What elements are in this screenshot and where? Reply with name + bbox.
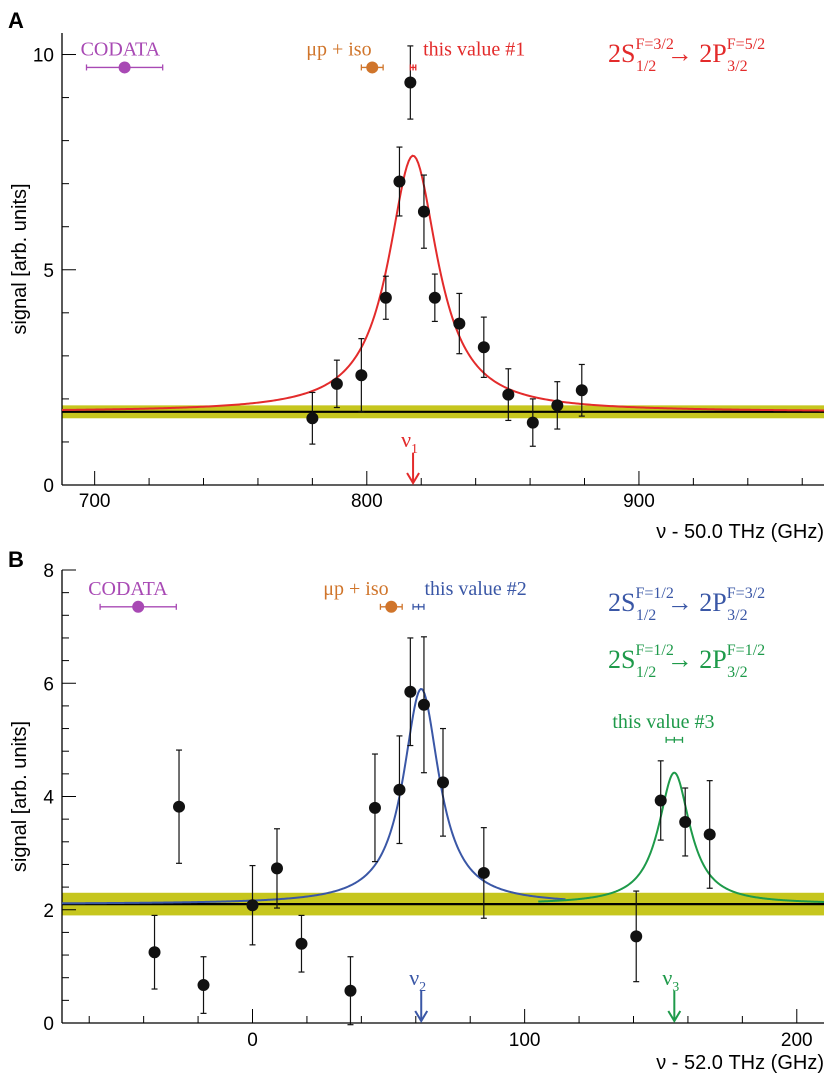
reference-label: this value #3 [612, 711, 714, 733]
panel-a: 700 800 900 0 5 10 ν - 50.0 THz (GHz) signal [a… [8, 8, 825, 543]
y-tick-label: 10 [33, 46, 54, 67]
data-point [368, 801, 381, 814]
data-point [344, 984, 357, 997]
data-point [453, 317, 466, 330]
y-tick-label: 2 [43, 901, 54, 922]
data-point [417, 205, 430, 218]
y-axis-title: signal [arb. units] [9, 721, 31, 872]
reference-point [385, 600, 398, 613]
resonance-arrow-head [667, 1010, 682, 1023]
data-point [246, 899, 259, 912]
data-point [477, 341, 490, 354]
data-point [703, 828, 716, 841]
data-point [679, 815, 692, 828]
data-point [197, 979, 210, 992]
transition-label: 2SF=1/2 1/2 → 2PF=1/2 3/2 [608, 642, 765, 681]
x-tick-label: 700 [79, 491, 111, 512]
data-point [404, 685, 417, 698]
data-point [295, 937, 308, 950]
data-point [575, 384, 588, 397]
data-point [502, 388, 515, 401]
resonance-arrow-head [414, 1010, 429, 1023]
x-tick-label: 900 [623, 491, 655, 512]
panel-letter: A [8, 8, 24, 33]
reference-label: CODATA [81, 38, 161, 60]
reference-label: this value #1 [423, 38, 525, 60]
data-point [393, 783, 406, 796]
transition-label: 2SF=3/2 1/2 → 2PF=5/2 3/2 [608, 36, 765, 75]
resonance-label: ν1 [401, 427, 418, 457]
y-tick-label: 0 [43, 1014, 54, 1035]
x-axis-title: ν - 52.0 THz (GHz) [656, 1052, 824, 1074]
data-point [306, 412, 319, 425]
data-point [379, 291, 392, 304]
data-point [417, 698, 430, 711]
x-tick-label: 800 [351, 491, 383, 512]
panel-b: 0 100 200 0 2 4 6 8 ν - 52.0 THz (GHz) signal [ar… [8, 547, 825, 1074]
y-tick-label: 4 [43, 788, 54, 809]
fit-curve [61, 154, 825, 412]
reference-point [118, 61, 131, 74]
y-tick-label: 8 [43, 561, 54, 582]
data-point [404, 76, 417, 89]
transition-label: 2SF=1/2 1/2 → 2PF=3/2 3/2 [608, 585, 765, 624]
resonance-arrow-head [406, 472, 420, 485]
panel-letter: B [8, 547, 24, 572]
y-axis-title: signal [arb. units] [9, 183, 31, 334]
data-point [437, 776, 449, 789]
reference-label: CODATA [88, 578, 168, 600]
data-point [148, 946, 161, 959]
reference-point [366, 61, 379, 74]
y-tick-label: 0 [43, 476, 54, 497]
data-point [330, 377, 343, 390]
resonance-label: ν2 [409, 965, 426, 995]
data-point [355, 369, 368, 382]
data-point [477, 866, 490, 879]
reference-label: μp + iso [306, 38, 371, 60]
y-tick-label: 6 [43, 674, 54, 695]
fit-curve [61, 687, 566, 905]
data-point [428, 291, 441, 304]
data-point [393, 175, 406, 188]
data-point [654, 794, 667, 807]
fit-curve [538, 771, 825, 903]
reference-label: μp + iso [323, 578, 388, 600]
transition-text: 2SF=3/2 1/2 → 2PF=5/2 3/2 [608, 36, 765, 75]
transition-text: 2SF=1/2 1/2 → 2PF=1/2 3/2 [608, 642, 765, 681]
data-point [630, 930, 643, 943]
x-tick-label: 0 [247, 1030, 258, 1051]
resonance-label: ν3 [662, 965, 679, 995]
transition-text: 2SF=1/2 1/2 → 2PF=3/2 3/2 [608, 585, 765, 624]
data-point [551, 399, 564, 412]
x-tick-label: 200 [781, 1030, 813, 1051]
data-point [526, 416, 539, 429]
reference-point [132, 600, 145, 613]
y-tick-label: 5 [43, 261, 54, 282]
reference-label: this value #2 [425, 578, 527, 600]
data-point [173, 800, 186, 813]
data-point [270, 862, 283, 875]
x-tick-label: 100 [509, 1030, 541, 1051]
x-axis-title: ν - 50.0 THz (GHz) [656, 521, 824, 543]
